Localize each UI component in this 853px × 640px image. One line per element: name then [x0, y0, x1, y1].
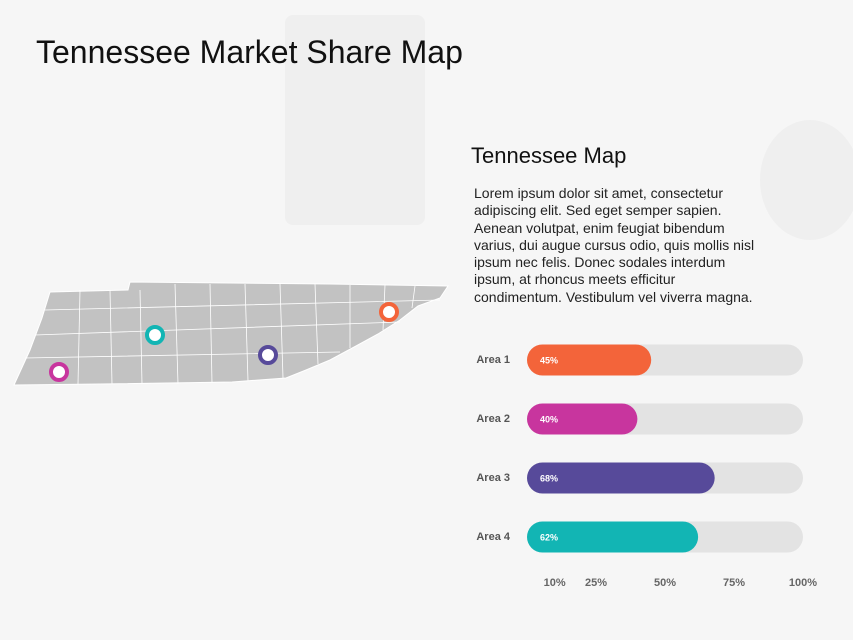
paragraph-line: adipiscing elit. Sed eget semper sapien.	[474, 202, 722, 219]
panel-paragraph: Lorem ipsum dolor sit amet, consectetur a…	[474, 185, 754, 306]
paragraph-line: ipsum nec felis. Donec sodales interdum	[474, 254, 726, 271]
y-tick-label: Area 3	[476, 472, 510, 484]
bar	[527, 403, 638, 435]
slide-title: Tennessee Market Share Map	[36, 34, 463, 70]
bar	[527, 521, 699, 553]
y-tick-label: Area 1	[476, 354, 510, 366]
background-shape	[285, 15, 425, 225]
y-tick-label: Area 4	[476, 531, 511, 543]
map-pin	[145, 325, 165, 345]
panel-heading: Tennessee Map	[471, 143, 627, 168]
value-label: 45%	[540, 355, 558, 365]
map-pin	[258, 345, 278, 365]
map-pin	[379, 302, 399, 322]
paragraph-line: varius, dui augue cursus odio, quis moll…	[474, 236, 755, 253]
value-label: 62%	[540, 532, 558, 542]
paragraph-line: condimentum. Vestibulum vel viverra magn…	[474, 288, 753, 305]
county-lines	[24, 283, 441, 385]
value-label: 40%	[540, 414, 558, 424]
bar	[527, 462, 715, 494]
y-tick-label: Area 2	[476, 413, 510, 425]
x-tick-label: 25%	[585, 577, 607, 589]
x-tick-label: 10%	[544, 577, 566, 589]
x-tick-label: 50%	[654, 577, 676, 589]
paragraph-line: Lorem ipsum dolor sit amet, consectetur	[474, 185, 723, 201]
x-tick-label: 75%	[723, 577, 745, 589]
background-shape	[760, 120, 853, 240]
value-label: 68%	[540, 473, 558, 483]
bar	[527, 344, 652, 376]
map-pin	[49, 362, 69, 382]
paragraph-line: Aenean volutpat, enim feugiat bibendum	[474, 219, 725, 236]
paragraph-line: ipsum, at rhoncus meets efficitur	[474, 271, 676, 288]
x-tick-label: 100%	[789, 577, 817, 589]
